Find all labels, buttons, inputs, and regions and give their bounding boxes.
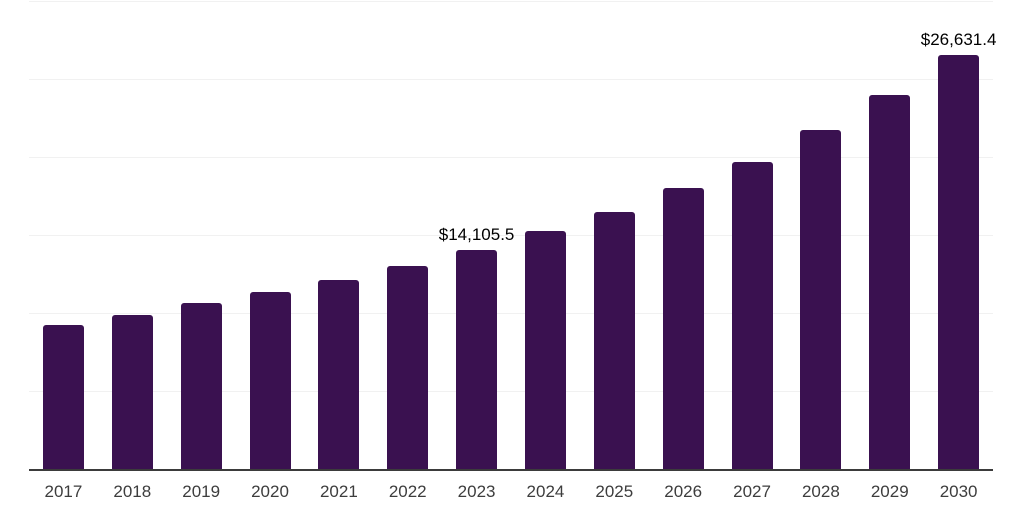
- bar-2017: [42, 324, 84, 470]
- x-tick-2018: 2018: [113, 482, 152, 501]
- x-tick-2022: 2022: [388, 482, 427, 501]
- bar-2030: [938, 54, 980, 470]
- bar-slot-2020: [236, 2, 305, 470]
- value-label-2030: $26,631.4: [920, 29, 997, 49]
- bar-2020: [249, 292, 291, 470]
- bar-2024: [524, 230, 566, 470]
- gridline-15000: [29, 235, 993, 236]
- bar-2021: [318, 279, 360, 470]
- bar-slot-2024: [511, 2, 580, 470]
- x-axis-line: [29, 469, 993, 471]
- bar-2023: [456, 249, 498, 470]
- gridline-30000: [29, 1, 993, 2]
- x-tick-2029: 2029: [870, 482, 909, 501]
- x-tick-2020: 2020: [251, 482, 289, 501]
- bar-slot-2028: [786, 2, 855, 470]
- bar-2028: [800, 129, 842, 470]
- bar-slot-2017: [29, 2, 98, 470]
- x-tick-2023: 2023: [457, 482, 496, 501]
- x-axis-labels: 2017 2018 2019 2020 2021 2022 2023 2024 2025 2026…: [29, 482, 993, 502]
- bar-slot-2019: [167, 2, 236, 470]
- plot-area: $14,105.5 $26,631.4: [29, 1, 996, 470]
- bar-slot-2026: [649, 2, 718, 470]
- bar-2018: [111, 314, 153, 470]
- bar-2029: [869, 94, 911, 470]
- x-tick-2030: 2030: [939, 482, 978, 501]
- bar-slot-2025: [580, 2, 649, 470]
- bar-2022: [387, 265, 429, 470]
- x-tick-2027: 2027: [733, 482, 771, 501]
- bars-row: $14,105.5 $26,631.4: [29, 2, 996, 470]
- bar-slot-2022: [373, 2, 442, 470]
- gridline-5000: [29, 391, 993, 393]
- bar-slot-2023: $14,105.5: [439, 2, 514, 470]
- bar-slot-2030: $26,631.4: [921, 2, 996, 470]
- bar-slot-2021: [304, 2, 373, 470]
- bar-slot-2027: [718, 2, 787, 470]
- gridline-25000: [29, 79, 993, 80]
- bar-2027: [731, 161, 773, 470]
- bar-slot-2029: [855, 2, 924, 470]
- gridline-20000: [29, 157, 993, 159]
- gridline-10000: [29, 313, 993, 315]
- x-tick-2028: 2028: [801, 482, 840, 501]
- x-tick-2026: 2026: [664, 482, 703, 501]
- x-tick-2017: 2017: [44, 482, 83, 501]
- value-label-2023: $14,105.5: [438, 225, 515, 245]
- x-tick-2024: 2024: [526, 482, 565, 501]
- bar-2026: [662, 187, 704, 470]
- x-tick-2025: 2025: [595, 482, 634, 501]
- x-tick-2019: 2019: [182, 482, 221, 501]
- bar-2019: [180, 303, 222, 470]
- x-tick-2021: 2021: [319, 482, 358, 501]
- bar-slot-2018: [98, 2, 167, 470]
- bar-2025: [593, 211, 635, 470]
